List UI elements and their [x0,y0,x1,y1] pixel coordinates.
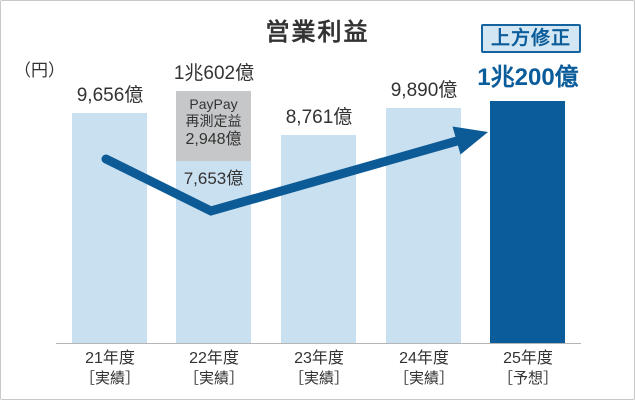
x-tick-year: 21年度 [85,350,135,367]
paypay-segment-value: 2,948億 [185,131,242,148]
x-tick-year: 23年度 [294,350,344,367]
value-label-fy21: 9,656億 [76,85,144,106]
paypay-revaluation-segment: PayPay 再測定益 2,948億 [176,91,251,161]
y-axis-unit-label: （円） [14,61,65,80]
bar-fy21 [72,113,147,343]
x-tick-status: ［実績］ [288,370,349,387]
x-tick-fy24: 24年度 ［実績］ [369,349,479,388]
value-label-fy25-forecast: 1兆200億 [477,64,579,91]
bar-fy24 [386,108,461,343]
x-tick-year: 24年度 [399,350,449,367]
bar-fy25-forecast [490,101,565,343]
x-tick-year: 25年度 [503,350,553,367]
paypay-segment-label-line2: 再測定益 [185,113,242,129]
x-axis-line [56,343,581,344]
value-label-fy23: 8,761億 [285,107,353,128]
x-tick-year: 22年度 [189,350,239,367]
x-tick-status: ［実績］ [393,370,454,387]
upward-revision-badge: 上方修正 [481,24,581,53]
value-label-fy22: 1兆602億 [173,63,255,84]
paypay-segment-label-line1: PayPay [189,96,238,112]
x-tick-fy25: 25年度 ［予想］ [473,349,583,388]
bar-fy22: PayPay 再測定益 2,948億 7,653億 [176,91,251,343]
chart-title: 営業利益 [265,19,370,46]
bar-fy23 [281,135,356,343]
x-tick-status: ［実績］ [183,370,244,387]
fy22-base-segment: 7,653億 [176,161,251,343]
x-tick-status: ［実績］ [79,370,140,387]
x-tick-fy22: 22年度 ［実績］ [159,349,269,388]
x-tick-fy23: 23年度 ［実績］ [264,349,374,388]
x-tick-status: ［予想］ [497,370,558,387]
x-tick-fy21: 21年度 ［実績］ [55,349,165,388]
value-label-fy24: 9,890億 [390,80,458,101]
fy22-base-segment-value: 7,653億 [183,169,244,188]
